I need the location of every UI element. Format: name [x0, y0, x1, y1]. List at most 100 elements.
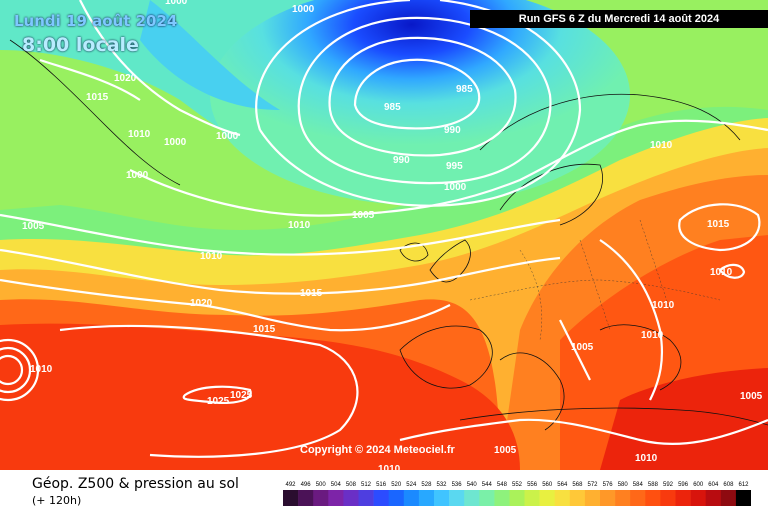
legend-swatch	[600, 490, 616, 506]
forecast-time: 8:00 locale	[22, 34, 139, 56]
isobar-1020	[0, 278, 451, 332]
legend-swatch	[539, 490, 555, 506]
isobar-label: 985	[384, 102, 401, 113]
isobar-label: 1000	[126, 170, 149, 181]
isobar-label: 1005	[740, 391, 763, 402]
legend-value: 592	[663, 482, 674, 488]
isobar-west-low-3	[0, 338, 40, 402]
isobar-990	[328, 36, 517, 157]
isobar-label: 1010	[641, 330, 664, 341]
legend-value: 512	[361, 482, 372, 488]
legend-swatch	[509, 490, 525, 506]
isobar-1010-south	[399, 418, 768, 446]
band-darkred-east	[600, 368, 768, 470]
isobar-label: 1020	[190, 298, 213, 309]
legend-swatch	[328, 490, 344, 506]
border-4	[639, 219, 671, 311]
legend-swatch	[464, 490, 480, 506]
copyright: Copyright © 2024 Meteociel.fr	[300, 444, 455, 456]
isobar-label: 1005	[571, 342, 594, 353]
isobar-label: 1010	[378, 464, 401, 470]
isobar-1020-south	[59, 324, 359, 458]
legend-value: 496	[301, 482, 312, 488]
legend-value: 528	[421, 482, 432, 488]
legend-value: 568	[572, 482, 583, 488]
isobar-label: 1000	[165, 0, 188, 7]
isobar-label: 1005	[352, 210, 375, 221]
isobar-1010-mid	[0, 213, 561, 256]
isobar-label: 1000	[292, 4, 315, 15]
legend-swatch	[524, 490, 540, 506]
run-info: Run GFS 6 Z du Mercredi 14 août 2024	[470, 10, 768, 28]
legend-value: 572	[587, 482, 598, 488]
isobar-label: 1015	[300, 288, 323, 299]
isobar-label: 1015	[253, 324, 276, 335]
legend-value: 500	[316, 482, 327, 488]
legend-swatch	[569, 490, 586, 506]
isobar-label: 1010	[650, 140, 673, 151]
legend-value: 576	[603, 482, 614, 488]
legend-swatch	[705, 490, 722, 506]
legend-swatch	[630, 490, 646, 506]
forecast-lead-time: (+ 120h)	[32, 494, 82, 507]
isobar-label: 1015	[86, 92, 109, 103]
legend-value: 516	[376, 482, 387, 488]
isobar-label: 995	[446, 161, 463, 172]
ireland	[399, 242, 429, 262]
legend-swatch	[313, 490, 329, 506]
greenland-coast	[9, 39, 181, 186]
legend-value: 584	[633, 482, 644, 488]
legend-value: 612	[738, 482, 749, 488]
isobar-label: 1000	[164, 137, 187, 148]
legend-swatch	[449, 490, 465, 506]
isobar-1010-east	[599, 239, 664, 401]
legend-swatch	[283, 490, 299, 506]
isobar-1010-small	[718, 263, 746, 279]
legend-value: 520	[391, 482, 402, 488]
legend-value: 552	[512, 482, 523, 488]
coastlines	[9, 39, 768, 431]
legend-value: 540	[467, 482, 478, 488]
legend-value: 596	[678, 482, 689, 488]
legend-swatch	[343, 490, 359, 506]
isobar-1000-greenland	[79, 0, 241, 137]
legend-value: 580	[618, 482, 629, 488]
legend-value: 504	[331, 482, 342, 488]
legend-swatch	[554, 490, 571, 506]
legend-value: 600	[693, 482, 704, 488]
isobar-1015-mid	[0, 248, 561, 295]
legend-swatch	[720, 490, 737, 506]
legend-value: 604	[708, 482, 719, 488]
forecast-date: Lundi 19 août 2024	[14, 12, 178, 30]
isobar-1005-north	[129, 119, 768, 217]
legend-swatch	[615, 490, 631, 506]
legend-swatch	[434, 490, 450, 506]
legend-swatch	[418, 490, 435, 506]
legend-value: 508	[346, 482, 357, 488]
legend-value: 492	[285, 482, 296, 488]
legend-swatch	[735, 490, 751, 506]
legend-value: 560	[542, 482, 553, 488]
isobar-label: 990	[444, 125, 461, 136]
legend-value: 544	[482, 482, 493, 488]
balkans	[599, 324, 682, 391]
isobar-label: 1000	[444, 182, 467, 193]
legend-swatch	[494, 490, 510, 506]
isobar-1000	[255, 0, 582, 207]
legend-swatch	[675, 490, 691, 506]
isobar-label: 1010	[128, 129, 151, 140]
legend-value: 608	[723, 482, 734, 488]
borders	[469, 219, 721, 341]
isobar-1005-east	[559, 319, 591, 381]
isobar-label: 1000	[216, 131, 239, 142]
legend-value: 548	[497, 482, 508, 488]
weather-map: 1000 1000 1020 1015 1010 1000 1000 1000 …	[0, 0, 768, 470]
isobar-west-low-2	[0, 346, 32, 394]
legend-value: 564	[557, 482, 568, 488]
isobar-label: 990	[393, 155, 410, 166]
isobar-995	[297, 16, 552, 185]
british-isles	[429, 239, 471, 283]
legend-swatch	[358, 490, 374, 506]
legend-value: 536	[452, 482, 463, 488]
legend-swatch	[479, 490, 495, 506]
